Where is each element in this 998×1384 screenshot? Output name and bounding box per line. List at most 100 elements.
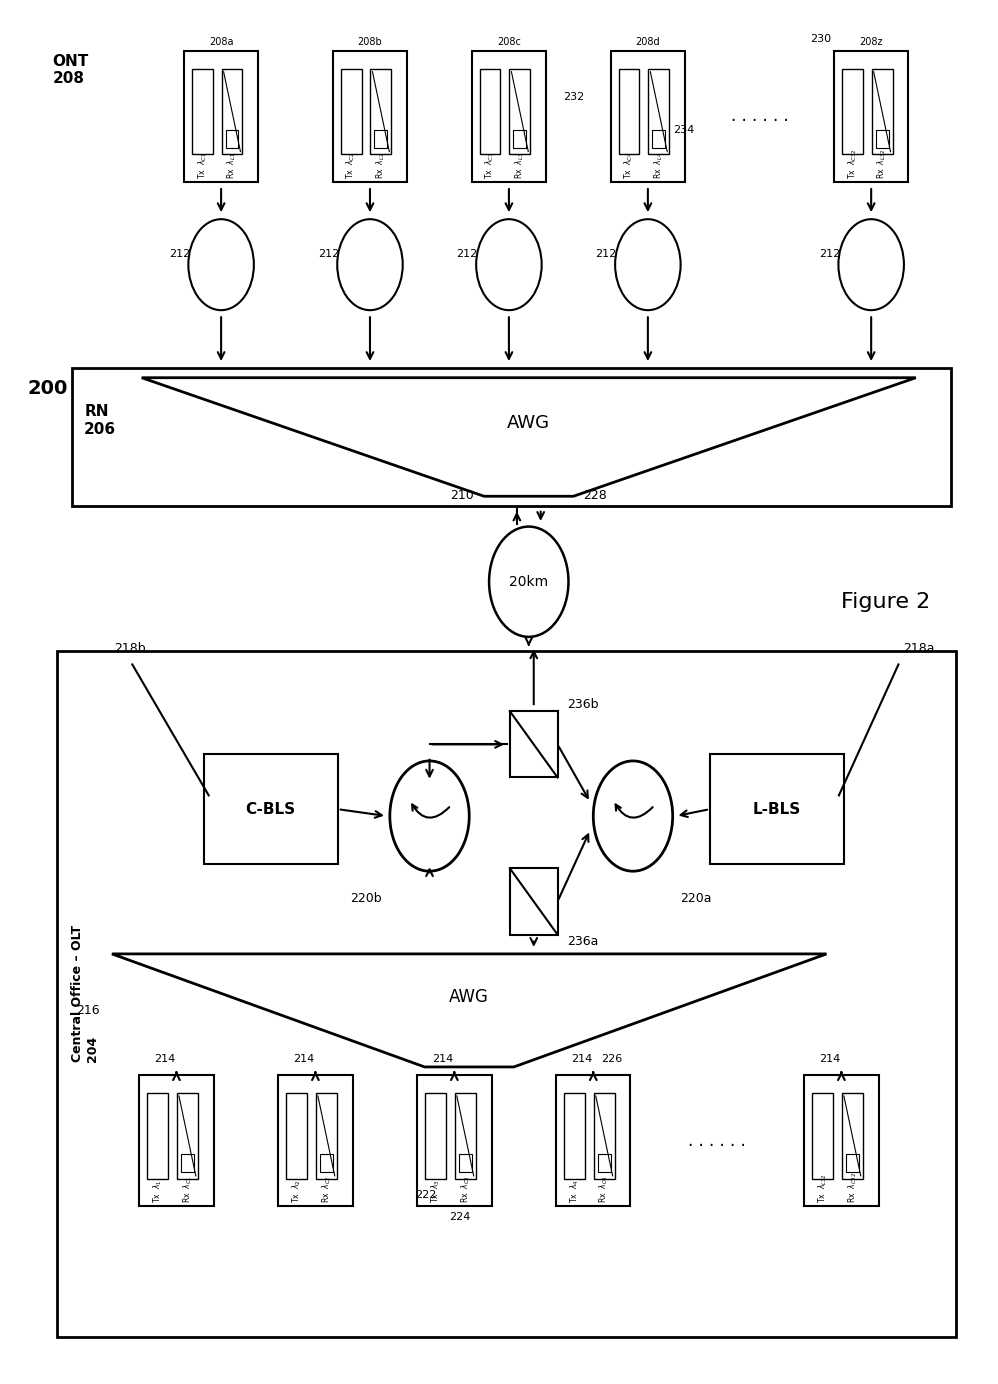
- Text: Rx  $\lambda_{L32}$: Rx $\lambda_{L32}$: [876, 149, 888, 179]
- Text: 208c: 208c: [497, 37, 521, 47]
- Text: 210: 210: [450, 489, 474, 502]
- Text: Rx  $\lambda_{L4}$: Rx $\lambda_{L4}$: [653, 152, 665, 179]
- Bar: [710, 754, 844, 864]
- Bar: [192, 69, 213, 155]
- Bar: [564, 1093, 585, 1179]
- Bar: [556, 1075, 631, 1207]
- Bar: [834, 51, 908, 181]
- Text: Central Office – OLT
204: Central Office – OLT 204: [71, 926, 99, 1063]
- Bar: [513, 130, 526, 148]
- Text: Tx  $\lambda_2$: Tx $\lambda_2$: [290, 1181, 302, 1204]
- Text: 212: 212: [818, 249, 840, 259]
- Bar: [72, 368, 950, 507]
- Bar: [177, 1093, 198, 1179]
- Text: 232: 232: [564, 91, 585, 102]
- Text: 234: 234: [673, 125, 694, 134]
- Text: 208b: 208b: [357, 37, 382, 47]
- Text: 208a: 208a: [209, 37, 234, 47]
- Text: 214: 214: [154, 1055, 176, 1064]
- Bar: [278, 1075, 352, 1207]
- Bar: [181, 1154, 194, 1172]
- Bar: [147, 1093, 168, 1179]
- Bar: [316, 1093, 336, 1179]
- Text: Rx  $\lambda_{C3}$: Rx $\lambda_{C3}$: [459, 1175, 471, 1204]
- Bar: [222, 69, 243, 155]
- Bar: [804, 1075, 878, 1207]
- Text: 212: 212: [317, 249, 339, 259]
- Bar: [598, 1154, 611, 1172]
- Text: 236b: 236b: [568, 699, 599, 711]
- Text: 230: 230: [810, 35, 831, 44]
- Bar: [286, 1093, 307, 1179]
- Text: 214: 214: [571, 1055, 592, 1064]
- Text: 200: 200: [28, 379, 68, 399]
- Bar: [510, 711, 558, 778]
- Text: 20km: 20km: [509, 574, 548, 588]
- Text: 228: 228: [584, 489, 607, 502]
- Text: . . . . . .: . . . . . .: [689, 1132, 747, 1150]
- Text: Rx  $\lambda_{C1}$: Rx $\lambda_{C1}$: [181, 1175, 194, 1204]
- Text: Rx  $\lambda_{L2}$: Rx $\lambda_{L2}$: [374, 152, 387, 179]
- Text: Rx  $\lambda_{C32}$: Rx $\lambda_{C32}$: [846, 1172, 858, 1204]
- Text: Tx  $\lambda_4$: Tx $\lambda_4$: [568, 1179, 581, 1204]
- Bar: [417, 1075, 492, 1207]
- Text: L-BLS: L-BLS: [752, 801, 801, 817]
- Bar: [425, 1093, 446, 1179]
- Text: 224: 224: [449, 1211, 471, 1222]
- Bar: [594, 1093, 615, 1179]
- Text: 218a: 218a: [903, 642, 935, 655]
- Text: 220a: 220a: [681, 891, 713, 905]
- Text: Rx  $\lambda_{L3}$: Rx $\lambda_{L3}$: [514, 152, 526, 179]
- Bar: [812, 1093, 833, 1179]
- Text: Tx  $\lambda_{C3}$: Tx $\lambda_{C3}$: [484, 152, 496, 179]
- Bar: [459, 1154, 472, 1172]
- Bar: [871, 69, 892, 155]
- Bar: [842, 69, 862, 155]
- Text: 212: 212: [596, 249, 617, 259]
- Text: 236a: 236a: [568, 934, 599, 948]
- Text: Figure 2: Figure 2: [841, 592, 931, 612]
- Text: 208d: 208d: [636, 37, 661, 47]
- Bar: [370, 69, 391, 155]
- Text: 226: 226: [601, 1055, 623, 1064]
- Bar: [204, 754, 337, 864]
- Text: 218b: 218b: [115, 642, 146, 655]
- Text: 212: 212: [457, 249, 478, 259]
- Bar: [140, 1075, 214, 1207]
- Bar: [842, 1093, 862, 1179]
- Text: 216: 216: [77, 1003, 100, 1017]
- Bar: [320, 1154, 332, 1172]
- Text: Rx  $\lambda_{L1}$: Rx $\lambda_{L1}$: [226, 152, 239, 179]
- Text: RN
206: RN 206: [84, 404, 117, 436]
- Text: 214: 214: [292, 1055, 314, 1064]
- Text: Rx  $\lambda_{C4}$: Rx $\lambda_{C4}$: [598, 1175, 611, 1204]
- Text: Tx  $\lambda_{C4}$: Tx $\lambda_{C4}$: [623, 152, 636, 179]
- Bar: [340, 69, 361, 155]
- Text: 214: 214: [432, 1055, 453, 1064]
- Text: Tx  $\lambda_3$: Tx $\lambda_3$: [429, 1179, 442, 1204]
- Text: 220b: 220b: [350, 891, 382, 905]
- Text: AWG: AWG: [507, 414, 550, 432]
- Bar: [184, 51, 258, 181]
- Bar: [619, 69, 640, 155]
- Bar: [472, 51, 546, 181]
- Text: 214: 214: [818, 1055, 840, 1064]
- Text: Tx  $\lambda_{L32}$: Tx $\lambda_{L32}$: [816, 1174, 828, 1204]
- Text: AWG: AWG: [449, 988, 489, 1006]
- Bar: [649, 69, 670, 155]
- Bar: [57, 650, 955, 1337]
- Bar: [653, 130, 666, 148]
- Text: 208z: 208z: [859, 37, 883, 47]
- Text: . . . . . .: . . . . . .: [731, 108, 788, 126]
- Text: Rx  $\lambda_{C2}$: Rx $\lambda_{C2}$: [320, 1175, 332, 1204]
- Text: Tx  $\lambda_{C32}$: Tx $\lambda_{C32}$: [846, 148, 858, 179]
- Text: C-BLS: C-BLS: [246, 801, 295, 817]
- Text: Tx  $\lambda_1$: Tx $\lambda_1$: [152, 1181, 164, 1204]
- Bar: [455, 1093, 476, 1179]
- Bar: [510, 868, 558, 934]
- Bar: [480, 69, 500, 155]
- Text: Tx  $\lambda_{C2}$: Tx $\lambda_{C2}$: [345, 152, 357, 179]
- Text: ONT
208: ONT 208: [53, 54, 89, 86]
- Text: 222: 222: [415, 1190, 436, 1200]
- Bar: [332, 51, 407, 181]
